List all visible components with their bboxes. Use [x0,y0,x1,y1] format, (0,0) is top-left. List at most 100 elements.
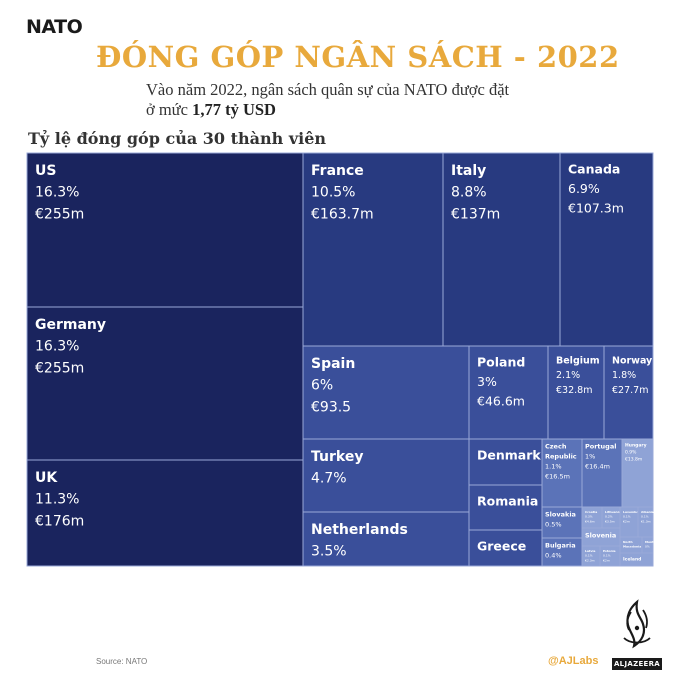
treemap-share-label-albania: 0.1% [641,515,649,519]
treemap-share-label-croatia: 0.3% [585,515,593,519]
treemap-rect-netherlands [302,511,470,567]
treemap-rect-uk [26,459,304,567]
treemap-cell-uk: UK 11.3% €176m [26,459,304,567]
treemap-name-label-belgium: Belgium [556,356,600,367]
treemap-cell-slovakia: Slovakia 0.5% [541,506,583,539]
treemap-name-label-slovakia: Slovakia [545,511,576,519]
treemap-amount-label-estonia: €2m [603,558,610,562]
treemap-share-label-montenegro: 0% [645,545,650,549]
treemap-rect-germany [26,306,304,461]
treemap-name-label-canada: Canada [568,162,620,177]
subtitle-line-1: Vào năm 2022, ngân sách quân sự của NATO… [146,80,510,99]
treemap-rect-poland [468,345,549,440]
ajlabs-handle[interactable]: @AJLabs [548,655,599,667]
treemap-rect-france [302,152,444,347]
treemap-share-label-netherlands: 3.5% [311,544,347,560]
treemap-rect-italy [442,152,561,347]
treemap-name-label-romania: Romania [477,494,538,509]
treemap-cell-canada: Canada 6.9% €107.3m [559,152,654,347]
treemap-share-label-norway: 1.8% [612,370,636,381]
treemap-amount-label-poland: €46.6m [477,393,525,408]
treemap-cell-spain: Spain 6% €93.5 [302,345,470,440]
source-note: Source: NATO [96,657,148,666]
treemap-rect-norway [603,345,654,440]
treemap-amount-label-albania: €1.3m [641,519,651,523]
treemap-amount-label-luxembourg: €2m [623,519,630,523]
treemap-cell-poland: Poland 3% €46.6m [468,345,549,440]
treemap-cell-greece: Greece [468,529,543,567]
treemap-name-label-montenegro: Montenegro [645,540,666,544]
treemap-name-label-bulgaria: Bulgaria [545,542,576,550]
treemap-rect-hungary [621,438,654,508]
treemap-share-label-poland: 3% [477,374,497,389]
treemap-name-label-luxembourg: Luxembourg [623,510,644,514]
treemap-share-label-hungary: 0.9% [625,449,637,455]
treemap-amount-label-norway: €27.7m [612,385,648,396]
treemap-name-label-czech-republic: Republic [545,453,577,461]
treemap-name-label-netherlands: Netherlands [311,522,408,538]
treemap-share-label-portugal: 1% [585,453,595,461]
treemap-share-label-germany: 16.3% [35,339,79,355]
subtitle: Vào năm 2022, ngân sách quân sự của NATO… [146,80,646,120]
treemap-name-label-poland: Poland [477,355,525,370]
aljazeera-wordmark: ALJAZEERA [612,658,662,670]
chart-title: Tỷ lệ đóng góp của 30 thành viên [28,129,327,148]
treemap-name-label-latvia: Latvia [585,549,595,553]
treemap-share-label-bulgaria: 0.4% [545,552,562,560]
treemap-cell-denmark: Denmark [468,438,543,486]
treemap-amount-label-germany: €255m [35,360,84,376]
treemap-share-label-us: 16.3% [35,185,79,201]
treemap-amount-label-us: €255m [35,206,84,222]
treemap-name-label-italy: Italy [451,163,486,179]
treemap-share-label-france: 10.5% [311,185,355,201]
treemap-amount-label-hungary: €13.8m [625,456,642,462]
treemap-cell-bulgaria: Bulgaria 0.4% [541,537,583,567]
treemap-cell-us: US 16.3% €255m [26,152,304,308]
treemap-name-label-estonia: Estonia [603,549,616,553]
treemap-name-label-spain: Spain [311,356,355,372]
treemap-name-label-turkey: Turkey [311,449,363,465]
aljazeera-logo: ALJAZEERA [612,598,662,670]
treemap-name-label-north-macedonia: North [623,540,633,544]
treemap-rect-portugal [581,438,623,508]
treemap-cell-italy: Italy 8.8% €137m [442,152,561,347]
treemap-cell-germany: Germany 16.3% €255m [26,306,304,461]
treemap-name-label-norway: Norway [612,356,653,367]
treemap-rect-belgium [547,345,605,440]
treemap-rect-bulgaria [541,537,583,567]
treemap-share-label-spain: 6% [311,378,333,394]
treemap-name-label-uk: UK [35,470,58,486]
treemap-name-label-lithuania: Lithuania [605,510,621,514]
treemap-name-label-us: US [35,163,56,179]
treemap-name-label-denmark: Denmark [477,448,541,463]
treemap-rect-canada [559,152,654,347]
treemap-cell-france: France 10.5% €163.7m [302,152,444,347]
treemap-rect-us [26,152,304,308]
treemap-amount-label-spain: €93.5 [311,399,351,415]
treemap-share-label-turkey: 4.7% [311,471,347,487]
treemap-name-label-france: France [311,163,364,179]
aljazeera-emblem-icon [623,599,651,649]
treemap-share-label-latvia: 0.1% [585,554,593,558]
treemap-share-label-belgium: 2.1% [556,370,580,381]
treemap-share-label-uk: 11.3% [35,492,79,508]
treemap-name-label-iceland: Iceland [623,557,641,563]
page-title: ĐÓNG GÓP NGÂN SÁCH - 2022 [96,40,620,74]
treemap-cell-belgium: Belgium 2.1% €32.8m [547,345,605,440]
treemap-name-label-slovenia: Slovenia [585,532,616,540]
treemap-name-label-czech-republic: Czech [545,443,567,451]
treemap-amount-label-france: €163.7m [311,206,374,222]
treemap-cell-romania: Romania [468,484,543,531]
treemap-name-label-croatia: Croatia [585,510,597,514]
treemap-amount-label-uk: €176m [35,513,84,529]
treemap-amount-label-canada: €107.3m [568,200,624,215]
treemap-rect-romania [468,484,543,531]
treemap-share-label-czech-republic: 1.1% [545,463,562,471]
treemap-rect-denmark [468,438,543,486]
